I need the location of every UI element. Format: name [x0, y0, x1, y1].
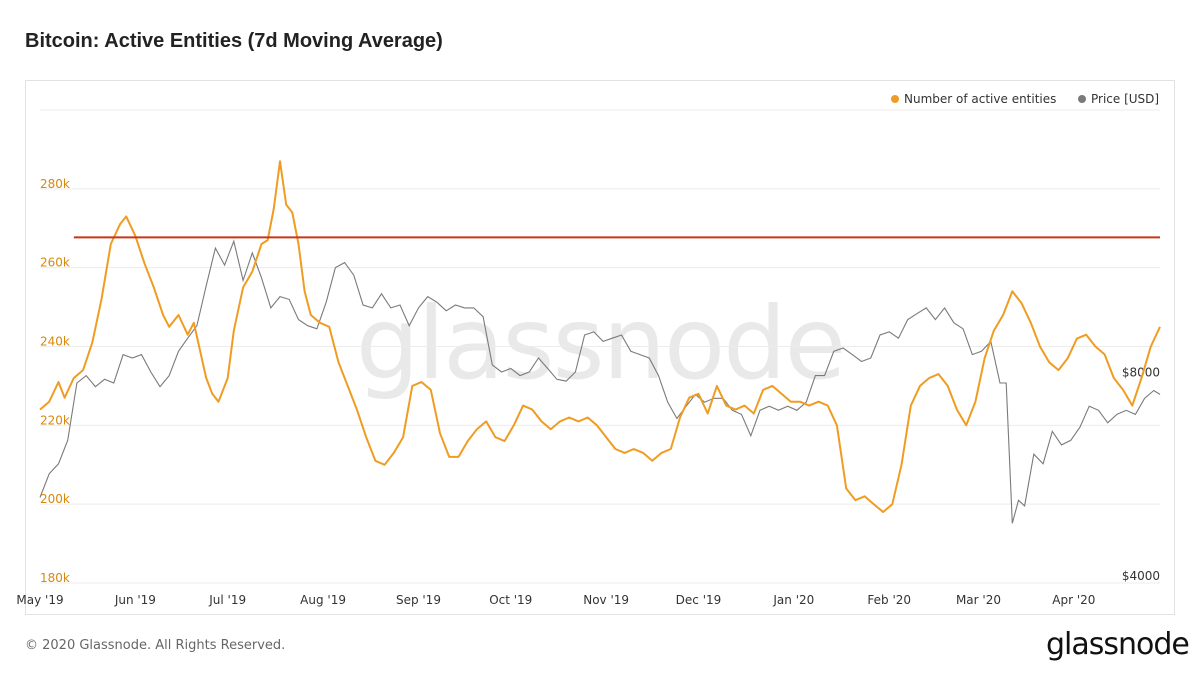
left-tick-label: 200k [40, 492, 70, 506]
legend-price-marker [1078, 95, 1086, 103]
left-tick-label: 260k [40, 256, 70, 270]
left-tick-label: 180k [40, 571, 70, 585]
active-entities-line [39, 160, 1161, 513]
chart-title: Bitcoin: Active Entities (7d Moving Aver… [25, 30, 443, 52]
left-tick-label: 220k [40, 413, 70, 427]
grid-lines [40, 109, 1160, 584]
x-tick-label: Jan '20 [772, 593, 814, 607]
right-tick-label: $8000 [1122, 365, 1160, 379]
x-tick-label: Apr '20 [1052, 593, 1095, 607]
x-tick-label: Oct '19 [489, 593, 532, 607]
watermark-text: glassnode [356, 285, 844, 402]
chart-panel [25, 80, 1175, 615]
legend[interactable]: Number of active entities Price [USD] [891, 92, 1159, 106]
x-tick-label: Mar '20 [956, 593, 1001, 607]
brand-logo[interactable]: glassnode [1046, 627, 1190, 662]
x-tick-label: Feb '20 [867, 593, 911, 607]
price-line [39, 239, 1161, 524]
x-tick-label: Jun '19 [114, 593, 156, 607]
series-group [39, 160, 1161, 524]
x-axis: May '19 Jun '19 Jul '19 Aug '19 Sep '19 Oct '… [16, 593, 1095, 607]
x-tick-label: Sep '19 [396, 593, 441, 607]
x-tick-label: May '19 [16, 593, 63, 607]
left-tick-label: 240k [40, 335, 70, 349]
x-tick-label: Aug '19 [300, 593, 346, 607]
left-tick-label: 280k [40, 177, 70, 191]
x-tick-label: Nov '19 [583, 593, 629, 607]
x-tick-label: Jul '19 [208, 593, 246, 607]
x-tick-label: Dec '19 [676, 593, 722, 607]
right-tick-label: $4000 [1122, 569, 1160, 583]
legend-entities-label[interactable]: Number of active entities [904, 92, 1056, 106]
legend-entities-marker [891, 95, 899, 103]
legend-price-label[interactable]: Price [USD] [1091, 92, 1159, 106]
left-axis: 180k 200k 220k 240k 260k 280k [40, 177, 70, 585]
copyright-text: © 2020 Glassnode. All Rights Reserved. [25, 638, 286, 653]
right-axis: $4000 $8000 [1122, 365, 1160, 583]
